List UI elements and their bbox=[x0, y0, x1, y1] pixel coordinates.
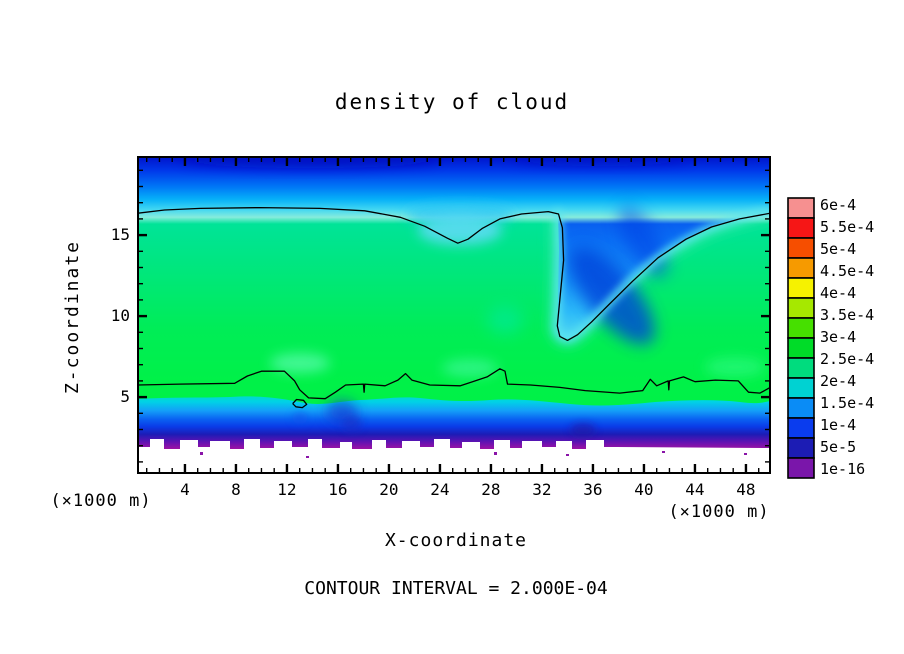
colorbar-segment bbox=[787, 417, 815, 439]
colorbar-tick-label: 6e-4 bbox=[820, 196, 857, 214]
x-tick-label: 16 bbox=[328, 480, 348, 499]
teal-patch bbox=[487, 306, 523, 334]
colorbar-tick-label: 1.5e-4 bbox=[820, 394, 875, 412]
colorbar-tick-label: 5e-5 bbox=[820, 438, 857, 456]
contour-line-closed-loop bbox=[292, 398, 308, 409]
contour-interval-note: CONTOUR INTERVAL = 2.000E-04 bbox=[304, 578, 608, 599]
colorbar-tick-label: 2e-4 bbox=[820, 372, 857, 390]
colorbar-segment bbox=[787, 337, 815, 359]
z-tick-label: 5 bbox=[120, 387, 130, 407]
colorbar-segment bbox=[787, 357, 815, 379]
mint-patch-1 bbox=[270, 353, 330, 373]
colorbar-segment bbox=[787, 397, 815, 419]
colorbar-tick-label: 5.5e-4 bbox=[820, 218, 875, 236]
colorbar bbox=[787, 197, 815, 479]
top-dark-patch bbox=[180, 157, 440, 168]
colorbar-tick-label: 1e-4 bbox=[820, 416, 857, 434]
colorbar-segment bbox=[787, 257, 815, 279]
colorbar-tick-label: 4.5e-4 bbox=[820, 262, 875, 280]
colorbar-segment bbox=[787, 377, 815, 399]
turbulence-patch-4 bbox=[292, 412, 308, 424]
z-tick-label: 15 bbox=[110, 225, 130, 245]
colorbar-tick-label: 5e-4 bbox=[820, 240, 857, 258]
colorbar-segment bbox=[787, 197, 815, 219]
x-tick-label: 8 bbox=[231, 480, 241, 499]
turbulence-patch-3 bbox=[570, 423, 596, 437]
colorbar-segment bbox=[787, 277, 815, 299]
plot-title: density of cloud bbox=[334, 90, 570, 114]
x-axis-unit-left: (×1000 m) bbox=[50, 491, 152, 511]
turbulence-patch-2 bbox=[342, 416, 362, 432]
x-tick-label: 40 bbox=[634, 480, 654, 499]
plot-area bbox=[138, 157, 770, 473]
x-axis-unit-right: (×1000 m) bbox=[668, 502, 770, 522]
colorbar-segment bbox=[787, 317, 815, 339]
contour-line-upper bbox=[138, 206, 770, 342]
x-tick-label: 24 bbox=[430, 480, 450, 499]
colorbar-segment bbox=[787, 457, 815, 479]
x-tick-label: 44 bbox=[685, 480, 705, 499]
colorbar-tick-label: 2.5e-4 bbox=[820, 350, 875, 368]
top-dark-patch-2 bbox=[510, 157, 690, 166]
plot-frame bbox=[137, 156, 771, 474]
colorbar-segment bbox=[787, 237, 815, 259]
mint-patch-3 bbox=[705, 357, 765, 377]
dip-cyan-patch bbox=[418, 215, 502, 245]
colorbar-tick-label: 1e-16 bbox=[820, 460, 866, 478]
colorbar-segment bbox=[787, 297, 815, 319]
x-tick-label: 12 bbox=[277, 480, 297, 499]
colorbar-tick-label: 3.5e-4 bbox=[820, 306, 875, 324]
contour-lines bbox=[138, 206, 770, 409]
z-axis-label: Z-coordinate bbox=[62, 239, 83, 395]
mint-patch-2 bbox=[442, 359, 498, 377]
colorbar-tick-label: 4e-4 bbox=[820, 284, 857, 302]
x-tick-label: 20 bbox=[379, 480, 399, 499]
x-tick-label: 36 bbox=[583, 480, 603, 499]
surface-white-region bbox=[138, 439, 770, 473]
colorbar-segment bbox=[787, 217, 815, 239]
x-tick-label: 48 bbox=[736, 480, 756, 499]
x-tick-label: 4 bbox=[180, 480, 190, 499]
colorbar-tick-label: 3e-4 bbox=[820, 328, 857, 346]
contour-line-lower bbox=[138, 368, 770, 400]
surface-purple-specks bbox=[200, 451, 747, 458]
x-tick-label: 28 bbox=[481, 480, 501, 499]
z-tick-label: 10 bbox=[110, 306, 130, 326]
x-tick-label: 32 bbox=[532, 480, 552, 499]
colorbar-segment bbox=[787, 437, 815, 459]
x-axis-label: X-coordinate bbox=[384, 530, 528, 551]
